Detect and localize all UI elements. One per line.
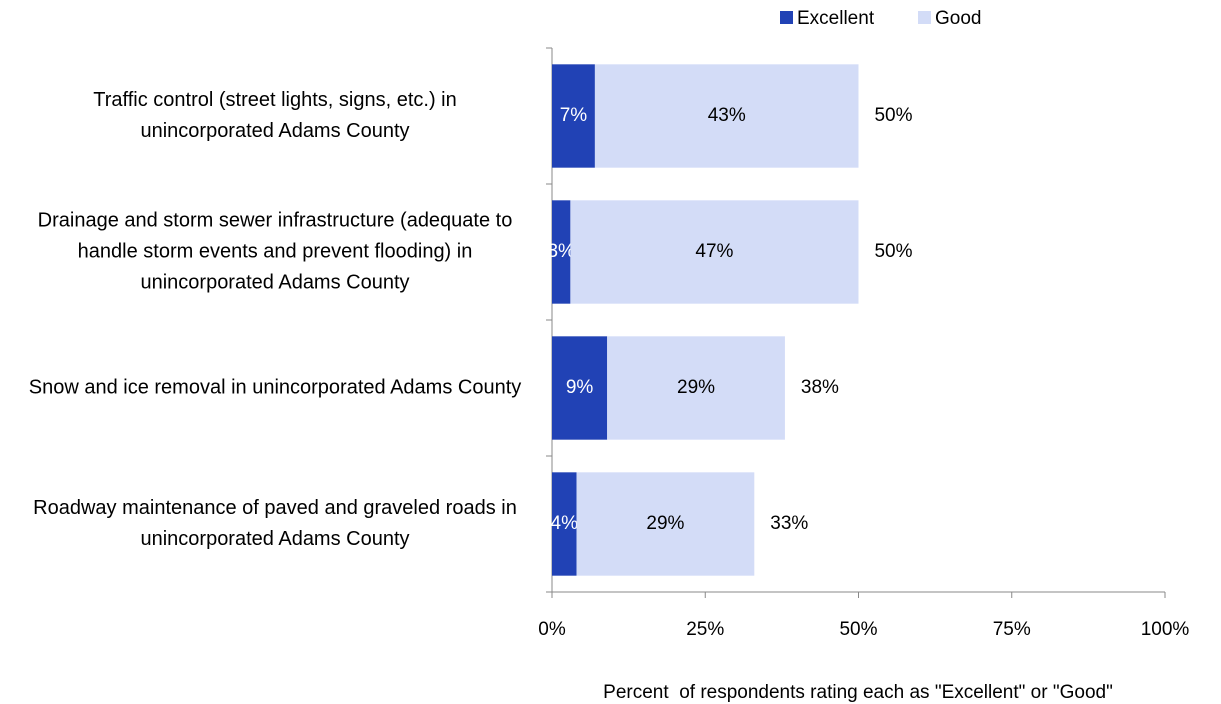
category-label: Drainage and storm sewer infrastructure … [37,209,513,294]
x-tick-label: 0% [538,619,566,640]
bar-segment [594,64,859,168]
bar-segment [607,336,785,440]
bar-segment [570,200,859,304]
legend-label: Excellent [797,8,875,29]
bar-segment [576,472,755,576]
x-tick-label: 75% [993,619,1031,640]
total-label: 33% [770,513,808,534]
x-tick-label: 50% [839,619,877,640]
bar-segment [552,64,595,168]
data-label: 43% [708,105,746,126]
bar-segment [552,336,608,440]
category-label: Snow and ice removal in unincorporated A… [28,376,522,399]
total-label: 50% [874,241,912,262]
data-label: 29% [646,513,684,534]
legend-swatch [780,11,793,24]
total-label: 50% [874,105,912,126]
data-label: 7% [560,105,588,126]
data-label: 3% [547,241,575,262]
data-label: 9% [566,377,594,398]
bar-segment [552,200,571,304]
legend-label: Good [935,8,981,29]
legend-swatch [918,11,931,24]
data-label: 4% [551,513,579,534]
category-label: Traffic control (street lights, signs, e… [93,89,457,142]
x-tick-label: 25% [686,619,724,640]
x-tick-label: 100% [1141,619,1190,640]
total-label: 38% [801,377,839,398]
data-label: 29% [677,377,715,398]
x-axis-label: Percent of respondents rating each as "E… [603,682,1113,703]
bar-segment [552,472,577,576]
category-label: Roadway maintenance of paved and gravele… [33,497,517,550]
data-label: 47% [695,241,733,262]
